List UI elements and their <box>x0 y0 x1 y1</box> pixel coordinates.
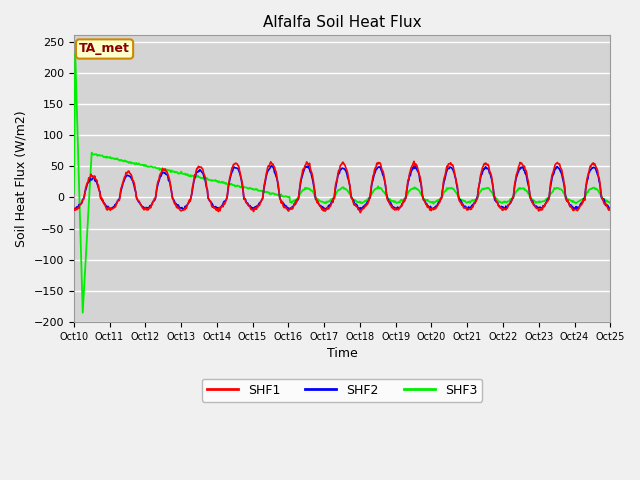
Y-axis label: Soil Heat Flux (W/m2): Soil Heat Flux (W/m2) <box>15 110 28 247</box>
SHF2 <box>135 199 143 205</box>
SHF3 <box>424 198 432 204</box>
SHF1 <box>189 181 197 187</box>
SHF3 <box>70 190 77 195</box>
X-axis label: Time: Time <box>326 347 357 360</box>
SHF3 <box>607 200 614 206</box>
SHF3 <box>79 310 86 315</box>
SHF1 <box>408 164 415 169</box>
SHF2 <box>218 203 225 209</box>
SHF1 <box>70 205 77 211</box>
SHF1 <box>424 204 432 209</box>
Legend: SHF1, SHF2, SHF3: SHF1, SHF2, SHF3 <box>202 379 483 402</box>
SHF3 <box>191 173 198 179</box>
SHF2 <box>607 206 614 212</box>
SHF2 <box>79 196 87 202</box>
SHF3 <box>81 270 89 276</box>
SHF1 <box>135 198 143 204</box>
SHF2 <box>424 203 432 209</box>
SHF3 <box>219 180 227 186</box>
SHF2 <box>356 208 364 214</box>
SHF1 <box>79 196 87 202</box>
Line: SHF2: SHF2 <box>74 166 611 211</box>
SHF2 <box>189 183 197 189</box>
SHF3 <box>72 51 79 57</box>
SHF1 <box>410 158 418 164</box>
Line: SHF1: SHF1 <box>74 161 611 213</box>
SHF1 <box>607 205 614 211</box>
SHF1 <box>356 210 364 216</box>
SHF3 <box>409 186 417 192</box>
Text: TA_met: TA_met <box>79 43 130 56</box>
SHF1 <box>218 204 225 209</box>
SHF2 <box>70 207 77 213</box>
SHF2 <box>409 165 417 171</box>
Title: Alfalfa Soil Heat Flux: Alfalfa Soil Heat Flux <box>263 15 421 30</box>
SHF2 <box>268 163 275 168</box>
Line: SHF3: SHF3 <box>74 54 611 312</box>
SHF3 <box>136 162 144 168</box>
